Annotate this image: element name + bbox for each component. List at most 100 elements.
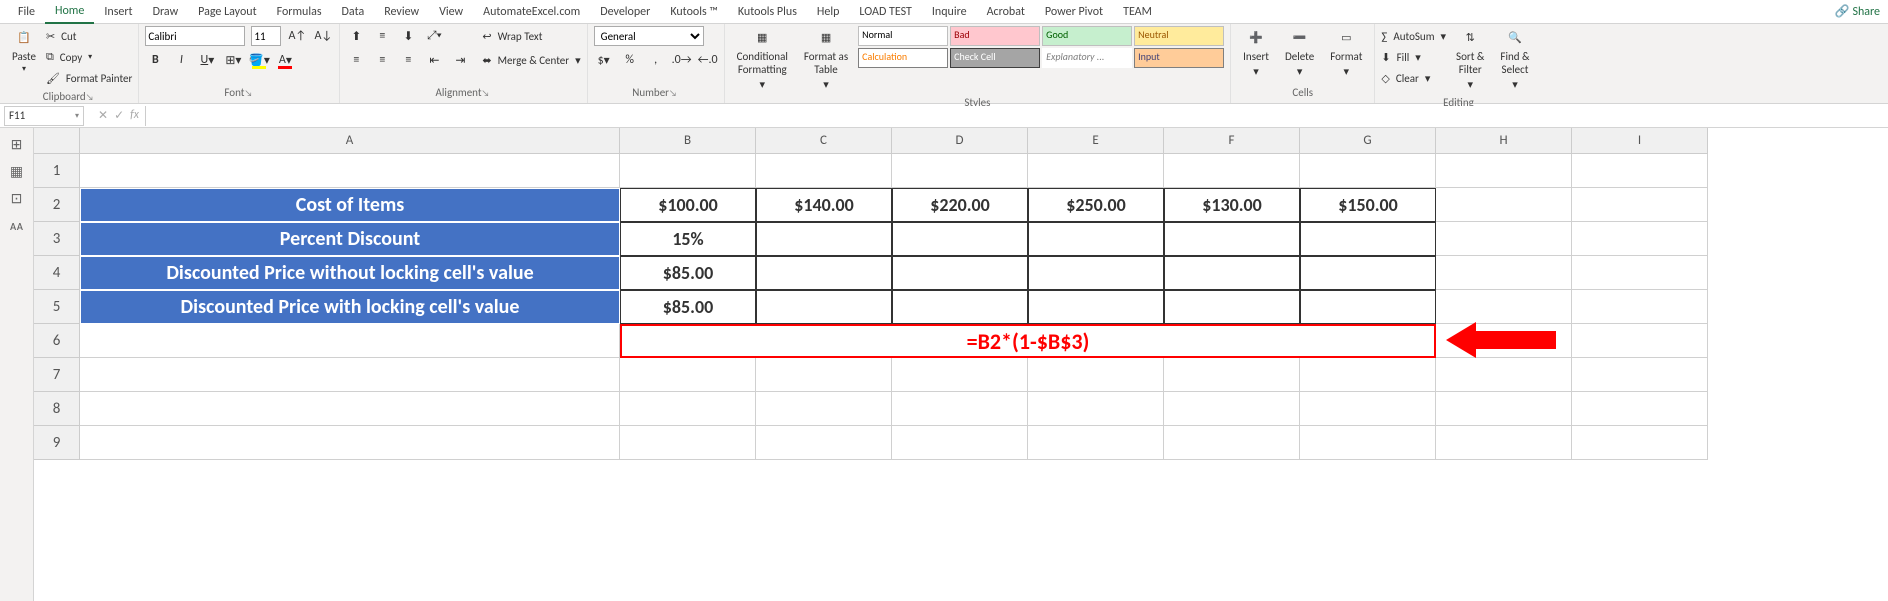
tool-icon[interactable]: ⊡ <box>11 190 23 207</box>
cell-H7[interactable] <box>1436 358 1572 392</box>
fill-color-button[interactable]: 🪣▾ <box>249 50 269 70</box>
cell-G2[interactable]: $150.00 <box>1300 188 1436 222</box>
fx-icon[interactable]: fx <box>130 108 139 123</box>
cell-A7[interactable] <box>80 358 620 392</box>
autosum-button[interactable]: ∑AutoSum ▾ <box>1381 26 1446 46</box>
cell-H3[interactable] <box>1436 222 1572 256</box>
cell-B3[interactable]: 15% <box>620 222 756 256</box>
cell-E5[interactable] <box>1028 290 1164 324</box>
col-header-I[interactable]: I <box>1572 128 1708 154</box>
cell-G3[interactable] <box>1300 222 1436 256</box>
tab-help[interactable]: Help <box>807 1 850 23</box>
conditional-formatting-button[interactable]: ▦ Conditional Formatting▾ <box>731 26 794 94</box>
row-header-2[interactable]: 2 <box>34 188 80 222</box>
cell-B8[interactable] <box>620 392 756 426</box>
copy-button[interactable]: ⧉Copy ▾ <box>46 47 132 67</box>
orientation-button[interactable]: ⤢▾ <box>424 26 444 46</box>
tab-power-pivot[interactable]: Power Pivot <box>1035 1 1113 23</box>
cell-D9[interactable] <box>892 426 1028 460</box>
col-header-E[interactable]: E <box>1028 128 1164 154</box>
underline-button[interactable]: U▾ <box>197 50 217 70</box>
cell-H5[interactable] <box>1436 290 1572 324</box>
cell-style-normal[interactable]: Normal <box>858 26 948 46</box>
tab-review[interactable]: Review <box>374 1 429 23</box>
cell-E1[interactable] <box>1028 154 1164 188</box>
cell-E9[interactable] <box>1028 426 1164 460</box>
tab-page-layout[interactable]: Page Layout <box>188 1 266 23</box>
cell-E8[interactable] <box>1028 392 1164 426</box>
increase-decimal-button[interactable]: .0→ <box>672 50 692 70</box>
align-center-button[interactable]: ≡ <box>372 50 392 70</box>
cell-B5[interactable]: $85.00 <box>620 290 756 324</box>
cell-A1[interactable] <box>80 154 620 188</box>
col-header-B[interactable]: B <box>620 128 756 154</box>
share-button[interactable]: 🔗 Share <box>1835 4 1880 19</box>
indent-decrease-button[interactable]: ⇤ <box>424 50 444 70</box>
paste-button[interactable]: 📋 Paste ▾ <box>6 26 42 77</box>
format-painter-button[interactable]: 🖌Format Painter <box>46 68 132 88</box>
cell-A3[interactable]: Percent Discount <box>80 222 620 256</box>
cell-G4[interactable] <box>1300 256 1436 290</box>
cell-B7[interactable] <box>620 358 756 392</box>
cell-B1[interactable] <box>620 154 756 188</box>
cell-D2[interactable]: $220.00 <box>892 188 1028 222</box>
tab-acrobat[interactable]: Acrobat <box>977 1 1035 23</box>
enter-formula-icon[interactable]: ✓ <box>114 108 124 123</box>
tab-view[interactable]: View <box>429 1 473 23</box>
tab-file[interactable]: File <box>8 1 45 23</box>
row-header-6[interactable]: 6 <box>34 324 80 358</box>
cell-C4[interactable] <box>756 256 892 290</box>
cell-G7[interactable] <box>1300 358 1436 392</box>
cancel-formula-icon[interactable]: ✕ <box>98 108 108 123</box>
tool-icon[interactable]: ▦ <box>10 163 23 180</box>
currency-button[interactable]: $▾ <box>594 50 614 70</box>
decrease-font-button[interactable]: A↓ <box>313 26 333 46</box>
sort-filter-button[interactable]: ⇅Sort & Filter▾ <box>1450 26 1490 94</box>
col-header-A[interactable]: A <box>80 128 620 154</box>
align-middle-button[interactable]: ≡ <box>372 26 392 46</box>
cell-E7[interactable] <box>1028 358 1164 392</box>
fill-button[interactable]: ⬇Fill ▾ <box>1381 47 1446 67</box>
cell-C3[interactable] <box>756 222 892 256</box>
cell-F7[interactable] <box>1164 358 1300 392</box>
name-box[interactable]: F11▾ <box>4 106 84 126</box>
font-name-select[interactable] <box>145 26 245 46</box>
increase-font-button[interactable]: A↑ <box>287 26 307 46</box>
tab-kutools-plus[interactable]: Kutools Plus <box>728 1 807 23</box>
percent-button[interactable]: % <box>620 50 640 70</box>
cell-G1[interactable] <box>1300 154 1436 188</box>
tab-home[interactable]: Home <box>45 0 94 24</box>
cell-H1[interactable] <box>1436 154 1572 188</box>
cell-styles-gallery[interactable]: NormalBadGoodNeutralCalculationCheck Cel… <box>858 26 1224 68</box>
wrap-text-button[interactable]: ↩Wrap Text <box>482 26 580 46</box>
cell-I9[interactable] <box>1572 426 1708 460</box>
tab-formulas[interactable]: Formulas <box>267 1 332 23</box>
cell-H9[interactable] <box>1436 426 1572 460</box>
cell-H2[interactable] <box>1436 188 1572 222</box>
row-header-5[interactable]: 5 <box>34 290 80 324</box>
cell-H8[interactable] <box>1436 392 1572 426</box>
font-size-select[interactable] <box>251 26 281 46</box>
formula-input[interactable] <box>145 106 1888 126</box>
select-all-corner[interactable] <box>34 128 80 154</box>
cut-button[interactable]: ✂Cut <box>46 26 132 46</box>
cell-I5[interactable] <box>1572 290 1708 324</box>
align-right-button[interactable]: ≡ <box>398 50 418 70</box>
cell-C5[interactable] <box>756 290 892 324</box>
merge-center-button[interactable]: ⬌Merge & Center ▾ <box>482 50 580 70</box>
row-header-9[interactable]: 9 <box>34 426 80 460</box>
cell-F9[interactable] <box>1164 426 1300 460</box>
cell-F2[interactable]: $130.00 <box>1164 188 1300 222</box>
cell-I8[interactable] <box>1572 392 1708 426</box>
cell-I7[interactable] <box>1572 358 1708 392</box>
cell-E3[interactable] <box>1028 222 1164 256</box>
tab-inquire[interactable]: Inquire <box>922 1 977 23</box>
cell-I2[interactable] <box>1572 188 1708 222</box>
tab-draw[interactable]: Draw <box>143 1 189 23</box>
cell-style-explanatory-[interactable]: Explanatory ... <box>1042 48 1132 68</box>
cell-I1[interactable] <box>1572 154 1708 188</box>
cell-A2[interactable]: Cost of Items <box>80 188 620 222</box>
cell-D3[interactable] <box>892 222 1028 256</box>
cell-G8[interactable] <box>1300 392 1436 426</box>
cell-style-bad[interactable]: Bad <box>950 26 1040 46</box>
